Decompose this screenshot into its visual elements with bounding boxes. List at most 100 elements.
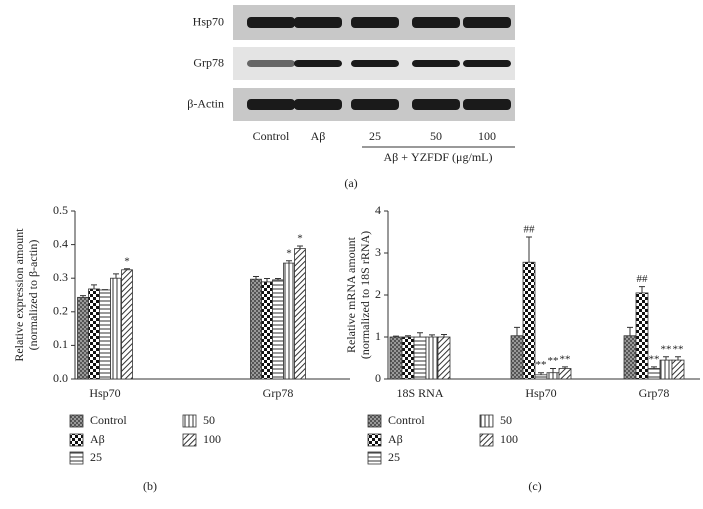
error-bar: [253, 276, 259, 280]
error-bar: [514, 326, 520, 336]
blot-band: [463, 99, 511, 110]
bar: [77, 296, 89, 380]
bar: [510, 335, 524, 380]
error-bar: [417, 332, 423, 337]
caption: (b): [143, 479, 157, 493]
y-tick-label: 2: [375, 287, 381, 301]
legend-swatch: [182, 414, 197, 428]
bar: [623, 335, 637, 380]
bar: [647, 368, 661, 380]
significance-label: **: [560, 353, 571, 365]
error-bar: [80, 295, 86, 298]
blot-band: [294, 99, 342, 110]
legend-label: 25: [90, 450, 102, 464]
y-axis-label: Relative mRNA amount: [344, 236, 358, 353]
blot-row-label: β-Actin: [187, 96, 224, 110]
legend-swatch: [367, 451, 382, 465]
y-tick-label: 4: [375, 203, 381, 217]
legend-swatch: [367, 433, 382, 447]
error-bar: [275, 278, 281, 280]
error-bar: [550, 368, 556, 373]
bar: [272, 279, 284, 380]
bar: [283, 262, 295, 380]
error-bar: [526, 236, 532, 263]
legend-label: 25: [388, 450, 400, 464]
significance-label: ##: [524, 224, 536, 236]
y-axis-label: (normalized to β-actin): [26, 240, 40, 351]
bar: [88, 288, 100, 380]
x-tick-label: Hsp70: [89, 386, 120, 400]
legend-swatch: [69, 451, 84, 465]
lane-label: 100: [478, 129, 496, 143]
lane-label: Aβ: [311, 129, 326, 143]
legend-swatch: [367, 414, 382, 428]
error-bar: [538, 372, 544, 375]
blot-band: [294, 60, 342, 67]
error-bar: [627, 326, 633, 336]
y-tick-label: 1: [375, 329, 381, 343]
bar: [635, 292, 649, 380]
y-tick-label: 0.4: [53, 236, 68, 250]
y-tick-label: 0.1: [53, 337, 68, 351]
y-tick-label: 0.2: [53, 304, 68, 318]
error-bar: [562, 366, 568, 369]
error-bar: [113, 273, 119, 279]
blot-row-label: Grp78: [193, 55, 224, 69]
lane-label: 25: [369, 129, 381, 143]
y-tick-label: 0.3: [53, 270, 68, 284]
bar: [546, 372, 560, 380]
bar: [401, 336, 415, 380]
significance-label: **: [649, 353, 660, 365]
significance-label: *: [286, 247, 292, 259]
bar: [437, 336, 451, 380]
y-tick-label: 0.5: [53, 203, 68, 217]
error-bar: [651, 366, 657, 369]
bar: [558, 368, 572, 380]
error-bar: [297, 245, 303, 249]
legend-label: 50: [500, 413, 512, 427]
lane-label: 50: [430, 129, 442, 143]
significance-label: **: [673, 343, 684, 355]
error-bar: [429, 334, 435, 337]
caption: (a): [344, 176, 357, 190]
bar: [389, 336, 403, 380]
x-tick-label: Hsp70: [525, 386, 556, 400]
error-bar: [124, 268, 130, 270]
blot-band: [294, 17, 342, 28]
bar: [294, 248, 306, 380]
x-tick-label: Grp78: [639, 386, 670, 400]
legend-label: 100: [203, 432, 221, 446]
bar: [99, 289, 111, 380]
caption: (c): [528, 479, 541, 493]
error-bar: [393, 335, 399, 337]
bar: [121, 269, 133, 380]
group-label: Aβ + YZFDF (μg/mL): [384, 150, 493, 164]
error-bar: [264, 278, 270, 282]
blot-band: [412, 60, 460, 67]
blot-row-label: Hsp70: [193, 14, 224, 28]
y-tick-label: 0: [375, 371, 381, 385]
blot-band: [351, 17, 399, 28]
error-bar: [639, 286, 645, 293]
significance-label: *: [124, 255, 130, 267]
x-tick-label: 18S RNA: [396, 386, 443, 400]
blot-band: [463, 17, 511, 28]
y-tick-label: 0.0: [53, 371, 68, 385]
blot-band: [351, 60, 399, 67]
bar: [425, 336, 439, 380]
legend-label: 50: [203, 413, 215, 427]
bar: [110, 277, 122, 380]
error-bar: [405, 335, 411, 337]
legend-swatch: [479, 433, 494, 447]
bar: [534, 374, 548, 380]
bar: [659, 359, 673, 380]
blot-band: [412, 99, 460, 110]
lane-label: Control: [253, 129, 290, 143]
bar: [250, 278, 262, 380]
legend-swatch: [69, 414, 84, 428]
blot-band: [412, 17, 460, 28]
significance-label: ##: [637, 273, 649, 285]
significance-label: **: [548, 355, 559, 367]
legend-label: Control: [90, 413, 127, 427]
